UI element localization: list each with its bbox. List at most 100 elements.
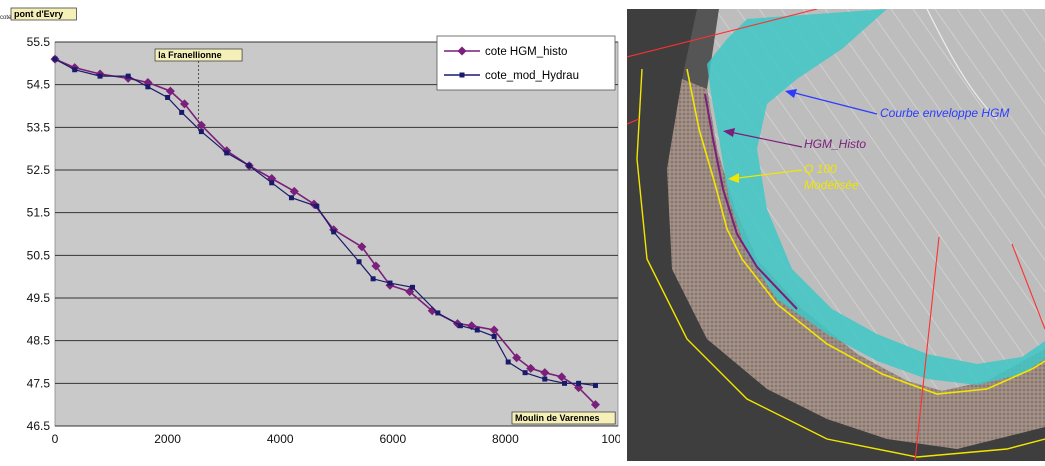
outer-yellow-limit (636, 68, 1045, 458)
parcel-line-4 (627, 118, 640, 125)
legend-label: cote_mod_Hydrau (485, 70, 579, 82)
x-tick-label: 6000 (379, 432, 406, 446)
aerial-map: Courbe enveloppe HGM HGM_Histo Q 100 Mod… (627, 9, 1045, 461)
data-point (491, 333, 497, 339)
y-tick-label: 47.5 (27, 376, 51, 390)
data-point (196, 120, 206, 130)
hgm-histo-label: HGM_Histo (804, 137, 866, 151)
q100-arrow (729, 169, 803, 180)
annotation-layer: pont d'Evry la Franellionne Moulin de Vare… (10, 7, 616, 425)
data-point (489, 325, 499, 335)
data-point (512, 353, 522, 363)
data-point (357, 242, 367, 252)
road-line (926, 9, 998, 120)
data-point (562, 380, 568, 386)
parcel-line-2 (914, 236, 940, 461)
data-point (540, 368, 550, 378)
y-tick-label: 52.5 (27, 163, 51, 177)
data-point (457, 323, 463, 329)
data-point (522, 370, 528, 376)
data-point (165, 94, 171, 100)
data-point (246, 163, 252, 169)
series-line (54, 58, 597, 406)
data-point (179, 99, 189, 109)
data-point (269, 180, 275, 186)
annotation-label: la Franellionne (158, 50, 222, 60)
data-point (435, 310, 441, 316)
q100-label-line2: Modélisée (804, 178, 859, 192)
x-tick-label: 10000 (601, 432, 620, 446)
y-tick-label: 53.5 (27, 120, 51, 134)
y-tick-label: 49.5 (27, 291, 51, 305)
y-tick-labels: 55.5 54.5 53.5 52.5 51.5 50.5 49.5 48.5 47.5 46.5 (27, 35, 51, 433)
q100-modelled-boundary (686, 68, 1045, 395)
data-point (505, 359, 511, 365)
data-point (370, 276, 376, 282)
parcel-line-1 (627, 9, 818, 58)
legend-label: cote HGM_histo (485, 46, 567, 58)
data-point (526, 363, 536, 373)
aerial-map-panel: Courbe enveloppe HGM HGM_Histo Q 100 Mod… (627, 9, 1045, 461)
legend-box (436, 35, 616, 91)
series-line (54, 58, 596, 387)
x-tick-label: 0 (52, 432, 59, 446)
q100-label-line1: Q 100 (804, 162, 837, 176)
floodplain-band (667, 79, 1045, 449)
courbe-arrow (786, 90, 878, 115)
data-point (145, 84, 151, 90)
legend-items: cote HGM_histo cote_mod_Hydrau (444, 46, 579, 82)
courbe-enveloppe-label: Courbe enveloppe HGM (880, 106, 1009, 120)
annotation-box (154, 48, 243, 62)
data-point (52, 56, 58, 62)
legend-marker (459, 72, 465, 78)
hgm-histo-arrowhead (723, 128, 735, 137)
data-point (371, 261, 381, 271)
data-point (387, 280, 393, 286)
hgm-histo-arrow (724, 130, 803, 148)
y-tick-label: 54.5 (27, 78, 51, 92)
legend: cote HGM_histo cote_mod_Hydrau (436, 35, 616, 91)
hgm-histo-boundary (704, 93, 798, 310)
dark-woodland (627, 9, 1045, 461)
x-tick-labels: 0 2000 4000 6000 8000 10000 (52, 432, 635, 446)
annotation-box (10, 7, 77, 21)
data-point (179, 109, 185, 115)
x-tick-label: 8000 (492, 432, 519, 446)
data-point (427, 306, 437, 316)
data-point (314, 203, 320, 209)
chart-panel: 55.5 54.5 53.5 52.5 51.5 50.5 49.5 48.5 47.5 46.5… (0, 7, 635, 446)
data-point (590, 400, 600, 410)
series-layer (50, 54, 600, 410)
data-point (224, 150, 230, 156)
data-point (72, 67, 78, 73)
data-point (576, 380, 582, 386)
data-point (592, 382, 598, 388)
parcel-line-3 (1011, 243, 1045, 330)
x-tick-label: 4000 (267, 432, 294, 446)
courbe-arrowhead (785, 89, 797, 98)
annotation-box (511, 411, 616, 425)
y-tick-label: 51.5 (27, 206, 51, 220)
data-point (331, 229, 337, 235)
y-tick-label: 55.5 (27, 35, 51, 49)
data-point (356, 259, 362, 265)
q100-arrowhead (728, 173, 739, 183)
annotation-label: pont d'Evry (14, 9, 63, 19)
hgm-envelope-area (707, 9, 1045, 385)
data-point (289, 186, 299, 196)
data-point (125, 73, 131, 79)
plot-area (54, 41, 619, 427)
data-point (97, 73, 103, 79)
data-point (474, 327, 480, 333)
data-point (542, 376, 548, 382)
x-tick-label: 2000 (154, 432, 181, 446)
data-point (198, 129, 204, 135)
data-point (410, 284, 416, 290)
annotation-label: Moulin de Varennes (515, 413, 600, 423)
data-point (557, 372, 567, 382)
y-tick-label: 46.5 (27, 419, 51, 433)
series-2 (52, 56, 598, 388)
elevation-profile-chart: 55.5 54.5 53.5 52.5 51.5 50.5 49.5 48.5 47.5 46.5… (0, 7, 635, 446)
data-point (288, 195, 294, 201)
data-point (165, 86, 175, 96)
